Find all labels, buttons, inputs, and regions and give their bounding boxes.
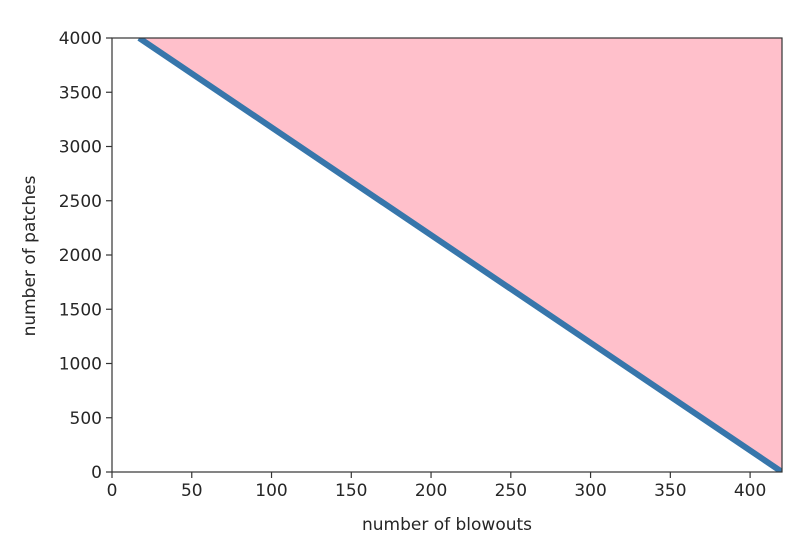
y-tick-label: 1500	[59, 300, 102, 320]
y-tick-label: 500	[70, 409, 102, 429]
y-tick-label: 4000	[59, 29, 102, 49]
x-tick-label: 200	[415, 481, 447, 501]
y-tick-label: 1000	[59, 355, 102, 375]
x-tick-label: 50	[181, 481, 203, 501]
y-tick-label: 0	[91, 463, 102, 483]
x-tick-label: 300	[574, 481, 606, 501]
series-line-0	[137, 38, 782, 472]
x-tick-label: 350	[654, 481, 686, 501]
x-tick-label: 250	[495, 481, 527, 501]
x-axis-label: number of blowouts	[362, 515, 532, 535]
x-tick-label: 150	[335, 481, 367, 501]
x-tick-label: 0	[107, 481, 118, 501]
y-tick-label: 3000	[59, 138, 102, 158]
axes: 0 50 100 150 200 250 300 350 4000500100015002000…	[59, 29, 783, 501]
plot-area	[137, 38, 782, 472]
x-tick-label: 400	[734, 481, 766, 501]
y-axis-label: number of patches	[20, 175, 40, 336]
x-tick-label: 100	[255, 481, 287, 501]
y-tick-label: 2000	[59, 246, 102, 266]
y-tick-label: 3500	[59, 83, 102, 103]
y-tick-label: 2500	[59, 192, 102, 212]
